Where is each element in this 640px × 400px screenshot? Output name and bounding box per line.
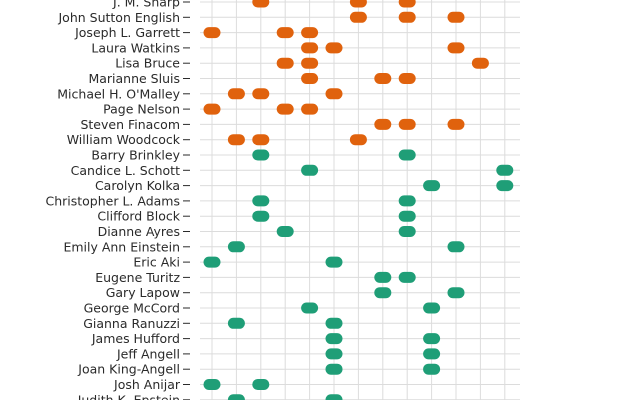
- y-tick-label: Barry Brinkley: [91, 148, 180, 163]
- y-tick-label: John Sutton English: [58, 10, 181, 25]
- y-tick-label: Josh Anijar: [113, 377, 181, 392]
- y-tick-label: Jeff Angell: [116, 346, 180, 361]
- y-tick-label: Carolyn Kolka: [95, 178, 180, 193]
- y-tick-label: Michael H. O'Malley: [57, 86, 180, 101]
- data-point: [252, 195, 270, 207]
- data-point: [276, 226, 294, 237]
- data-point: [301, 164, 319, 176]
- data-point: [325, 256, 343, 268]
- data-point: [301, 103, 319, 115]
- data-point: [252, 88, 270, 100]
- data-point: [374, 73, 392, 84]
- y-tick-label: Gianna Ranuzzi: [83, 316, 180, 331]
- data-point: [423, 302, 441, 314]
- data-point: [349, 0, 367, 8]
- data-point: [276, 103, 294, 115]
- data-point: [398, 226, 416, 237]
- y-tick-label: Christopher L. Adams: [45, 193, 180, 208]
- data-point: [398, 271, 416, 283]
- data-point: [301, 73, 319, 84]
- data-point: [374, 287, 392, 299]
- data-point: [325, 394, 343, 400]
- data-point: [496, 180, 514, 192]
- y-tick-label: Clifford Block: [97, 209, 180, 224]
- y-tick-label: Dianne Ayres: [98, 224, 180, 239]
- y-tick-label: Laura Watkins: [91, 40, 180, 55]
- y-tick-label: Steven Finacom: [80, 117, 180, 132]
- data-point: [325, 42, 343, 54]
- data-point: [252, 379, 270, 390]
- data-point: [423, 333, 441, 345]
- data-point: [252, 210, 270, 222]
- data-point: [325, 348, 343, 360]
- data-point: [227, 317, 245, 329]
- y-tick-label: Joan King-Angell: [77, 362, 180, 377]
- data-point: [398, 11, 416, 23]
- y-tick-label: Gary Lapow: [106, 285, 180, 300]
- data-point: [423, 180, 441, 192]
- data-point: [325, 317, 343, 329]
- data-point: [301, 42, 319, 54]
- y-tick-label: Candice L. Schott: [71, 163, 180, 178]
- data-point: [301, 302, 319, 314]
- data-point: [227, 88, 245, 100]
- data-point: [496, 164, 514, 176]
- y-tick-label: Joseph L. Garrett: [74, 25, 180, 40]
- y-tick-label: J. M. Sharp: [112, 0, 180, 10]
- data-point: [398, 73, 416, 84]
- data-point: [252, 134, 270, 146]
- data-point: [447, 241, 465, 253]
- y-tick-label: George McCord: [84, 301, 180, 316]
- data-point: [325, 333, 343, 345]
- y-tick-label: Marianne Sluis: [88, 71, 180, 86]
- grid: [200, 0, 520, 400]
- data-point: [203, 103, 221, 115]
- data-point: [349, 134, 367, 146]
- data-point: [252, 149, 270, 161]
- dots: [203, 0, 514, 400]
- y-tick-label: Eric Aki: [133, 255, 180, 270]
- data-point: [398, 195, 416, 207]
- y-tick-label: Judith K. Epstein: [77, 392, 180, 400]
- data-point: [203, 27, 221, 39]
- y-tick-label: Emily Ann Einstein: [63, 239, 180, 254]
- data-point: [423, 363, 441, 375]
- y-tick-label: James Hufford: [91, 331, 180, 346]
- data-point: [325, 363, 343, 375]
- data-point: [471, 57, 489, 69]
- data-point: [398, 210, 416, 222]
- data-point: [374, 271, 392, 283]
- data-point: [203, 379, 221, 390]
- data-point: [252, 0, 270, 8]
- y-tick-label: Lisa Bruce: [115, 56, 180, 71]
- data-point: [301, 27, 319, 39]
- data-point: [447, 287, 465, 299]
- y-tick-label: Page Nelson: [103, 102, 180, 117]
- data-point: [398, 149, 416, 161]
- data-point: [325, 88, 343, 100]
- y-tick-label: William Woodcock: [67, 132, 181, 147]
- data-point: [398, 0, 416, 8]
- data-point: [447, 42, 465, 54]
- data-point: [447, 11, 465, 23]
- data-point: [203, 256, 221, 268]
- data-point: [374, 118, 392, 130]
- data-point: [227, 134, 245, 146]
- data-point: [227, 394, 245, 400]
- data-point: [398, 118, 416, 130]
- y-tick-label: Eugene Turitz: [95, 270, 180, 285]
- data-point: [349, 11, 367, 23]
- data-point: [447, 118, 465, 130]
- data-point: [227, 241, 245, 253]
- data-point: [301, 57, 319, 69]
- data-point: [423, 348, 441, 360]
- data-point: [276, 57, 294, 69]
- data-point: [276, 27, 294, 39]
